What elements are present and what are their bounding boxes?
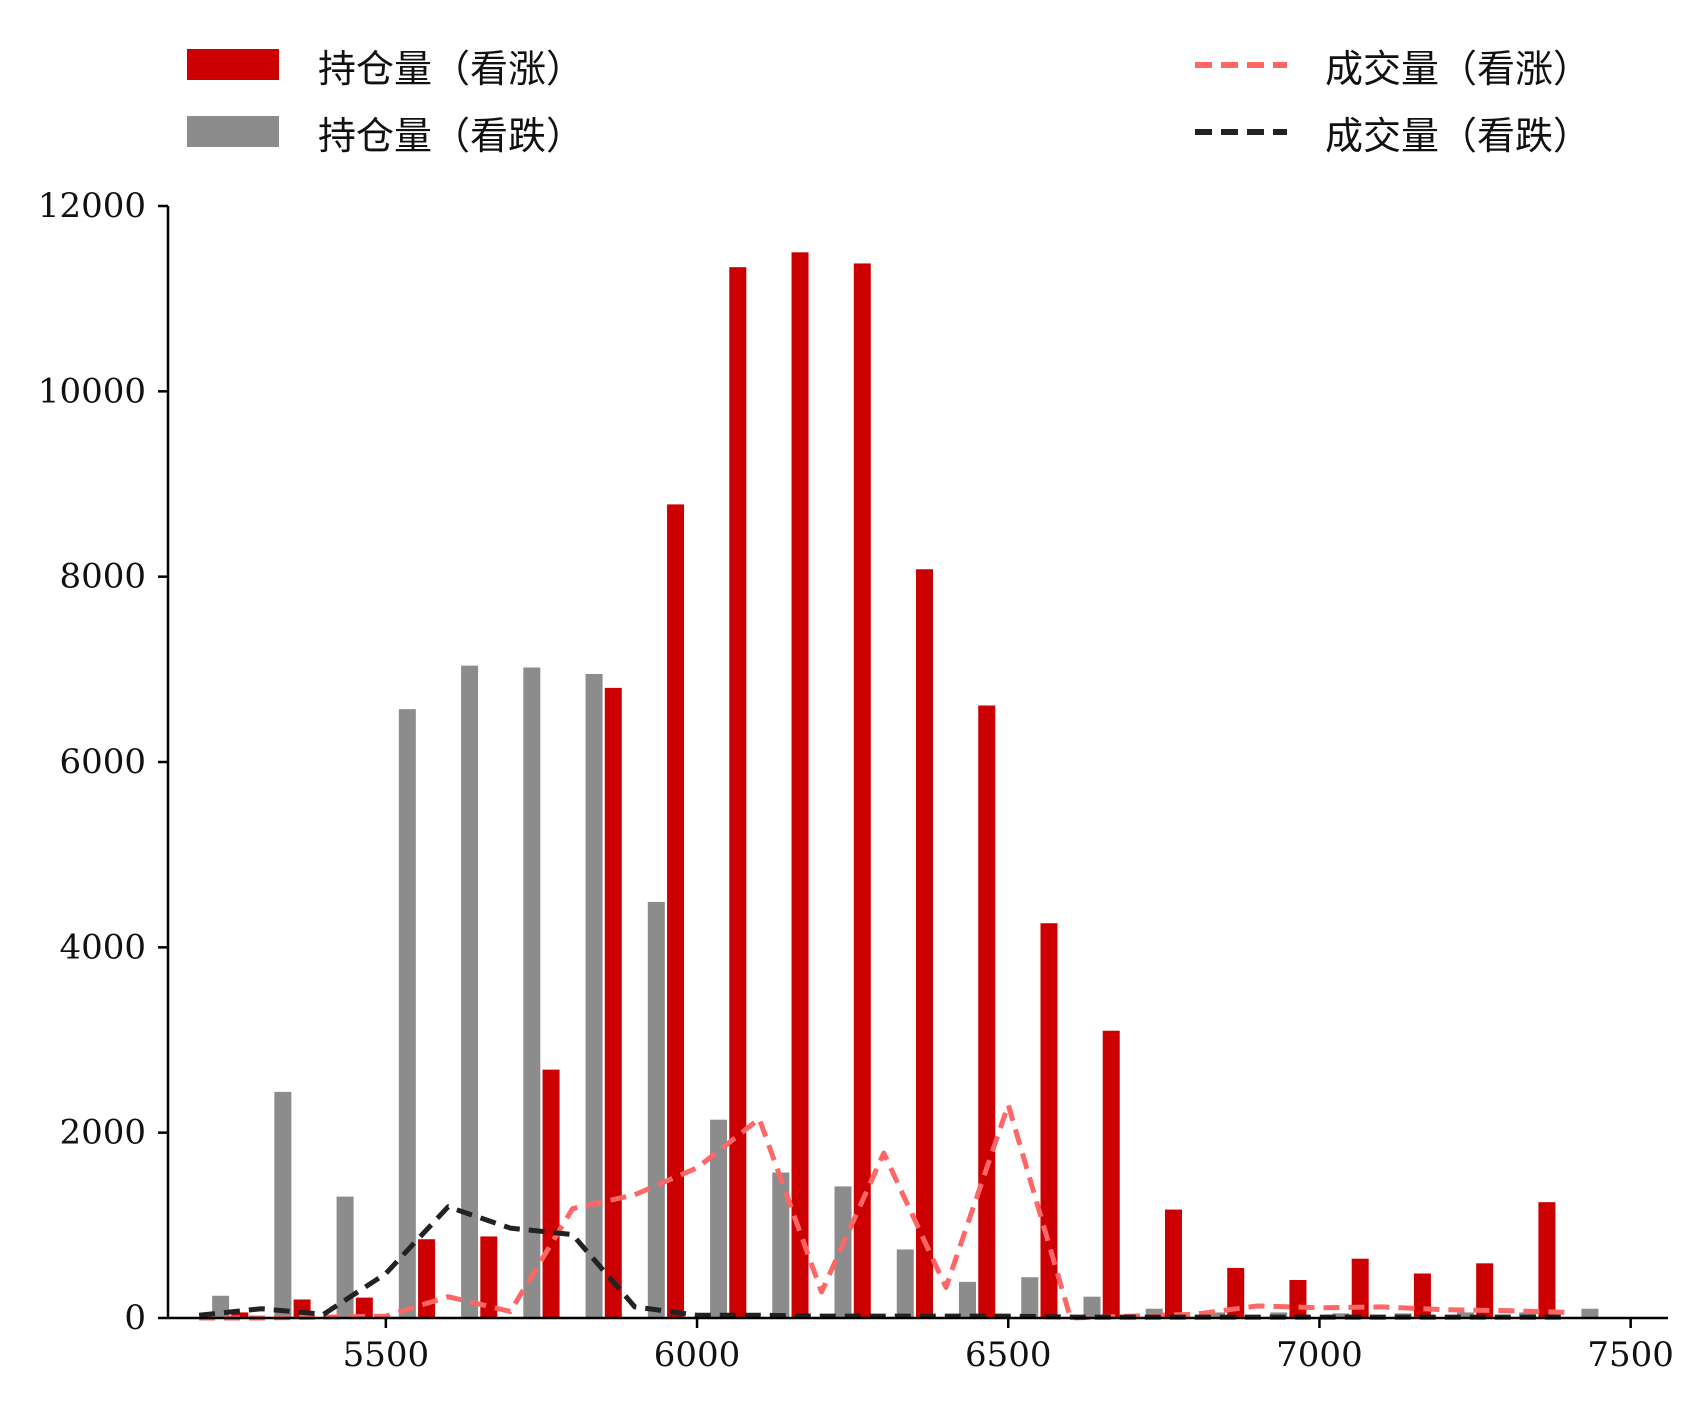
line-layer [198,1102,1569,1321]
put-oi-bar-6800 [1207,1312,1225,1318]
call-oi-bar-7000 [1289,1280,1307,1318]
legend: 持仓量（看涨） 持仓量（看跌） 成交量（看涨） 成交量（看跌） [187,47,1591,158]
put-oi-bar-5500 [398,709,416,1318]
call-oi-bar-7400 [1538,1202,1556,1318]
put-oi-bar-6400 [959,1281,977,1318]
put-oi-bar-6000 [710,1119,728,1318]
x-tick-label-7000: 7000 [1276,1335,1363,1375]
call-oi-bar-6900 [1227,1267,1245,1318]
legend-label-call-volume: 成交量（看涨） [1325,47,1591,91]
call-oi-bar-5900 [604,687,622,1318]
x-tick-label-7500: 7500 [1587,1335,1674,1375]
call-oi-bar-6200 [791,252,809,1319]
legend-label-call-open-interest: 持仓量（看涨） [318,47,584,91]
put-oi-bar-5400 [336,1196,354,1318]
call-oi-bar-6600 [1040,923,1058,1318]
call-oi-bar-7300 [1476,1263,1494,1318]
y-tick-label-10000: 10000 [38,371,146,411]
put-oi-bar-7400 [1581,1308,1599,1318]
put-oi-bar-6600 [1083,1296,1101,1318]
y-tick-label-2000: 2000 [59,1113,146,1153]
x-tick-label-6000: 6000 [654,1335,741,1375]
put-oi-bar-5300 [274,1091,292,1318]
y-tick-label-8000: 8000 [59,557,146,597]
call-oi-bar-6300 [853,263,871,1319]
y-axis-ticks: 0 2000 4000 6000 8000 10000 12000 [38,186,168,1338]
put-oi-bar-6100 [772,1172,790,1318]
put-oi-bar-7000 [1332,1313,1350,1318]
put-volume-line [198,1204,1569,1320]
y-tick-label-0: 0 [124,1298,146,1338]
y-tick-label-12000: 12000 [38,186,146,226]
put-oi-bar-5600 [461,665,479,1318]
put-oi-bar-5800 [585,673,603,1318]
put-oi-bar-5900 [647,901,665,1318]
legend-swatch-call-open-interest [187,49,279,80]
call-oi-bar-5800 [542,1069,560,1318]
call-oi-bar-5700 [480,1236,498,1318]
call-oi-bar-6100 [729,267,747,1318]
legend-swatch-put-open-interest [187,116,279,147]
call-oi-bar-6400 [916,569,934,1318]
x-tick-label-6500: 6500 [965,1335,1052,1375]
call-oi-bar-5300 [231,1312,249,1318]
x-tick-label-5500: 5500 [343,1335,430,1375]
put-oi-bar-6200 [834,1186,852,1318]
call-oi-bar-6500 [978,705,996,1318]
y-tick-label-6000: 6000 [59,742,146,782]
legend-label-put-open-interest: 持仓量（看跌） [318,114,584,158]
call-oi-bar-7100 [1351,1258,1369,1318]
legend-label-put-volume: 成交量（看跌） [1325,114,1591,158]
call-oi-bar-5600 [418,1239,436,1318]
put-oi-bar-5700 [523,667,541,1318]
put-oi-bar-7200 [1456,1312,1474,1318]
put-oi-bar-6500 [1021,1277,1039,1318]
axes: 0 2000 4000 6000 8000 10000 12000 5500 6000 6500… [38,186,1674,1375]
call-oi-bar-6000 [667,504,685,1318]
call-oi-bar-5500 [355,1297,373,1318]
put-oi-bar-6300 [896,1249,914,1318]
call-oi-bar-6700 [1102,1030,1120,1318]
call-volume-line [199,1102,1569,1321]
bar-layer [212,252,1599,1319]
x-axis-ticks: 5500 6000 6500 7000 7500 [343,1318,1674,1375]
call-oi-bar-6800 [1164,1209,1182,1318]
y-tick-label-4000: 4000 [59,927,146,967]
